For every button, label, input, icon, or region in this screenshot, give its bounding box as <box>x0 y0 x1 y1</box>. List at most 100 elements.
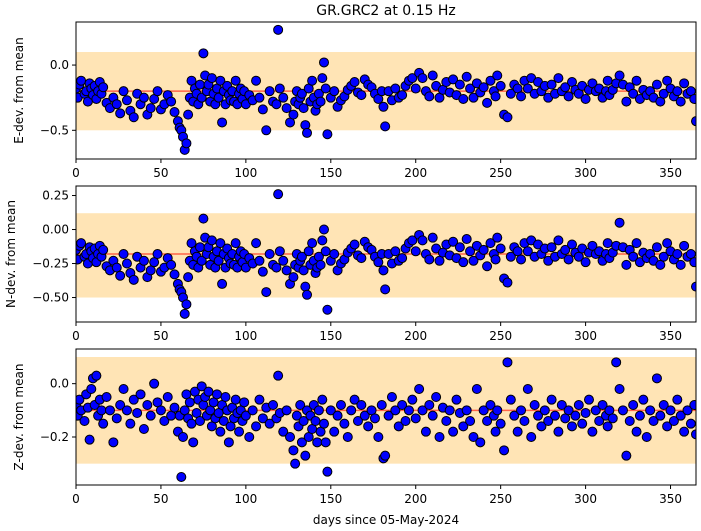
y-tick-label: −0.5 <box>40 123 69 137</box>
data-point <box>512 426 523 437</box>
data-point <box>468 255 479 266</box>
data-point <box>329 426 340 437</box>
data-point <box>261 125 272 136</box>
data-point <box>672 249 683 259</box>
data-point <box>526 432 537 442</box>
data-point <box>271 262 282 273</box>
data-point <box>373 257 384 268</box>
y-ticks-e: 0.0 −0.5 <box>40 58 76 137</box>
data-point <box>356 90 367 101</box>
data-point <box>206 73 217 84</box>
data-point <box>121 405 132 416</box>
data-point <box>536 421 547 432</box>
data-point <box>478 82 489 93</box>
data-point <box>675 259 686 270</box>
data-point <box>602 238 613 249</box>
data-point <box>580 408 591 418</box>
data-point <box>312 437 323 448</box>
data-point <box>188 437 199 448</box>
y-tick-label: 0.25 <box>42 189 69 203</box>
y-tick-label: −0.50 <box>32 291 69 305</box>
data-point <box>118 249 129 259</box>
data-point <box>614 217 625 228</box>
data-point <box>563 254 574 265</box>
data-point <box>461 405 472 416</box>
data-point <box>403 405 414 416</box>
data-point <box>465 246 476 257</box>
data-point <box>319 57 329 68</box>
data-point <box>274 83 285 94</box>
data-point <box>662 421 673 432</box>
data-point <box>115 270 126 281</box>
data-point <box>624 416 635 426</box>
data-point <box>617 405 628 416</box>
data-point <box>149 378 160 389</box>
data-point <box>505 394 516 405</box>
data-point <box>658 88 669 99</box>
data-point <box>434 432 445 442</box>
data-point <box>319 418 329 429</box>
data-point <box>668 416 679 426</box>
data-point <box>322 466 333 477</box>
data-point <box>448 426 459 437</box>
data-point <box>546 242 557 253</box>
data-point <box>621 96 632 107</box>
data-point <box>383 410 394 421</box>
panel-z: 0 50 100 150 200 250 300 350 0.0 −0.2 Z-dev. fro… <box>12 348 697 506</box>
data-point <box>271 99 282 110</box>
data-point <box>512 246 523 257</box>
x-tick-label: 0 <box>72 329 80 343</box>
data-point <box>482 261 493 272</box>
data-point <box>320 83 331 94</box>
data-point <box>461 234 472 245</box>
data-point <box>132 408 143 418</box>
data-point <box>346 405 357 416</box>
data-point <box>317 394 328 405</box>
y-ticks-n: 0.25 0.00 −0.25 −0.50 <box>32 189 76 305</box>
data-point <box>407 394 418 405</box>
data-point <box>295 400 306 410</box>
data-point <box>611 357 622 368</box>
data-point <box>319 224 329 235</box>
data-point <box>247 405 258 416</box>
data-point <box>645 405 656 416</box>
data-point <box>490 91 501 102</box>
x-tick-label: 250 <box>489 492 512 506</box>
data-point <box>420 426 431 437</box>
data-point <box>213 255 224 266</box>
data-point <box>407 235 418 246</box>
data-point <box>320 437 331 448</box>
points-z <box>76 357 696 482</box>
data-point <box>149 257 160 268</box>
x-axis-label: days since 05-May-2024 <box>313 513 459 527</box>
data-point <box>587 426 598 437</box>
data-point <box>424 91 435 102</box>
data-point <box>386 392 397 402</box>
data-point <box>655 410 666 421</box>
data-point <box>516 91 527 102</box>
data-point <box>393 421 404 432</box>
x-tick-label: 200 <box>404 329 427 343</box>
data-point <box>570 410 581 421</box>
data-point <box>458 421 469 432</box>
data-point <box>553 73 564 84</box>
data-point <box>213 92 224 103</box>
data-point <box>577 418 588 429</box>
data-point <box>349 77 360 88</box>
y-tick-label: 0.0 <box>50 377 69 391</box>
data-point <box>288 445 299 456</box>
figure-title: GR.GRC2 at 0.15 Hz <box>316 3 456 19</box>
data-point <box>685 249 696 259</box>
data-point <box>631 75 642 86</box>
data-point <box>288 109 299 120</box>
data-point <box>359 410 370 421</box>
data-point <box>478 244 489 255</box>
data-point <box>427 410 438 421</box>
data-point <box>273 24 284 35</box>
data-point <box>79 416 90 426</box>
data-point <box>76 394 85 405</box>
data-point <box>278 426 289 437</box>
data-point <box>300 450 311 461</box>
data-point <box>169 269 180 280</box>
points-n <box>76 189 696 319</box>
